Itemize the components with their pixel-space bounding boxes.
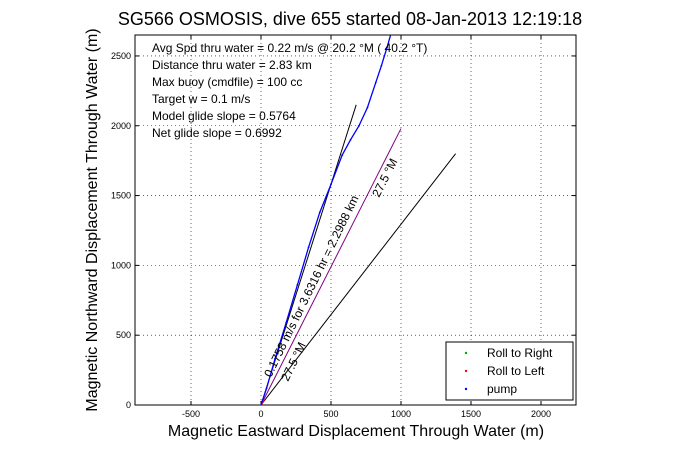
series-point-pump [307,246,310,249]
annotation-target-w: Target w = 0.1 m/s [152,92,250,106]
legend-label-roll-left: Roll to Left [487,364,545,378]
y-tick-label: 500 [116,330,131,340]
series-point-pump [386,46,388,49]
x-tick-label: 500 [323,409,338,419]
legend: Roll to Right Roll to Left pump [445,341,574,401]
x-tick-label: 0 [258,409,263,419]
annotation-distance: Distance thru water = 2.83 km [152,58,312,72]
x-tick-label: 1500 [461,409,481,419]
series-line-pump [260,35,392,405]
y-tick-label: 1500 [111,191,131,201]
reference-line-depth-average-current [260,128,402,405]
series-point-pump [260,404,262,405]
series-lines [260,35,392,405]
annotation-model-glide: Model glide slope = 0.5764 [152,109,296,123]
legend-marker-roll-right [464,351,468,355]
x-axis-ticks: -500 0 500 1000 1500 2000 [182,35,551,419]
x-tick-label: 2000 [531,409,551,419]
series-point-pump [285,321,288,324]
series-point-roll-to-left [262,399,265,402]
y-tick-label: 2500 [111,51,131,61]
annotation-max-buoy: Max buoy (cmdfile) = 100 cc [152,75,302,89]
series-point-pump [358,124,360,127]
y-axis-ticks: 0 500 1000 1500 2000 2500 [111,51,576,410]
series-point-pump [274,358,276,360]
series-point-pump [341,154,344,156]
series-point-pump [380,64,383,67]
legend-marker-roll-left [464,369,468,373]
legend-label-pump: pump [487,382,517,396]
series-point-pump [296,284,299,286]
y-tick-label: 0 [126,400,131,410]
reference-line-heading [260,153,456,405]
annotation-block: Avg Spd thru water = 0.22 m/s @ 20.2 °M … [152,41,427,140]
legend-label-roll-right: Roll to Right [487,346,553,360]
x-tick-label: -500 [182,409,200,419]
legend-marker-pump [464,387,468,391]
y-tick-label: 1000 [111,260,131,270]
series-point-pump [374,81,377,84]
series-point-pump [366,106,369,109]
y-tick-label: 2000 [111,121,131,131]
series-point-pump [318,211,321,214]
annotation-net-glide: Net glide slope = 0.6992 [152,126,282,140]
x-axis-label: Magnetic Eastward Displacement Through W… [168,423,544,440]
x-tick-label: 1000 [391,409,411,419]
series-point-pump [349,138,352,141]
series-point-pump [330,183,332,186]
series-point-pump [265,387,268,390]
y-axis-label: Magnetic Northward Displacement Through … [84,28,101,411]
chart-title: SG566 OSMOSIS, dive 655 started 08-Jan-2… [118,9,582,29]
annotation-avg-speed: Avg Spd thru water = 0.22 m/s @ 20.2 °M … [152,41,427,55]
